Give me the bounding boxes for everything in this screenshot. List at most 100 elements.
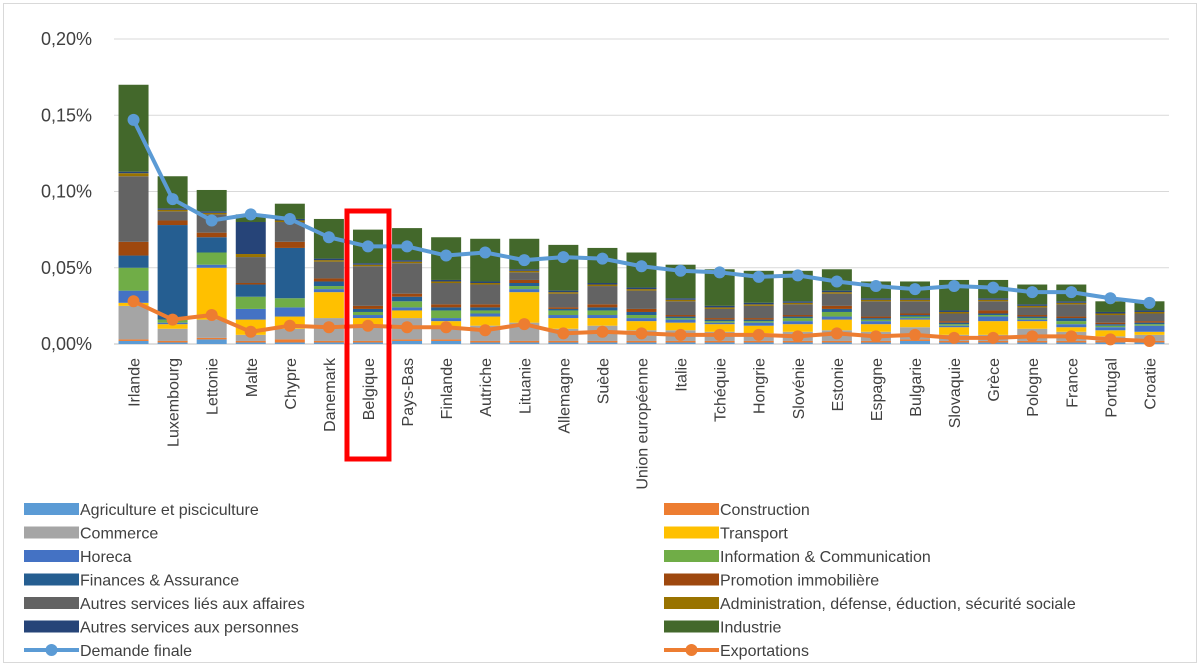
x-tick-label: Pologne bbox=[1025, 358, 1042, 417]
bar-segment bbox=[470, 316, 501, 326]
bar-segment bbox=[157, 208, 188, 210]
bar-segment bbox=[392, 340, 423, 344]
legend-swatch bbox=[664, 550, 719, 562]
bar-segment bbox=[352, 263, 383, 265]
series-point bbox=[479, 246, 492, 259]
x-tick-label: Irlande bbox=[127, 358, 144, 407]
bar-segment bbox=[1095, 330, 1126, 337]
bar-segment bbox=[274, 307, 305, 317]
bar-segment bbox=[587, 286, 618, 305]
bar-segment bbox=[118, 305, 149, 340]
bar-segment bbox=[626, 315, 657, 319]
bar-segment bbox=[743, 302, 774, 305]
bar-segment bbox=[196, 237, 227, 253]
bar-segment bbox=[313, 258, 344, 261]
bar-segment bbox=[978, 299, 1009, 302]
bar-segment bbox=[157, 340, 188, 343]
bar-segment bbox=[978, 298, 1009, 300]
series-point bbox=[440, 249, 453, 262]
bar-segment bbox=[470, 284, 501, 305]
bar-segment bbox=[821, 292, 852, 294]
chart-frame: 0,00% 0,05% 0,10% 0,15% 0,20% Irlande Luxembou… bbox=[3, 3, 1197, 663]
series-point bbox=[909, 283, 922, 296]
x-tick-label: Slovénie bbox=[791, 358, 808, 419]
bar-segment bbox=[392, 263, 423, 294]
bar-segment bbox=[900, 318, 931, 320]
legend-label: Industrie bbox=[720, 620, 781, 637]
bar-segment bbox=[665, 322, 696, 331]
bar-segment bbox=[1134, 325, 1165, 332]
x-tick-label: Luxembourg bbox=[166, 358, 183, 447]
bar-segment bbox=[352, 266, 383, 306]
bar-segment bbox=[118, 339, 149, 341]
x-tick-label: Danemark bbox=[322, 357, 339, 432]
bar-segment bbox=[392, 307, 423, 311]
bar-segment bbox=[313, 286, 344, 290]
series-point bbox=[713, 266, 726, 279]
bar-segment bbox=[939, 324, 970, 326]
bar-segment bbox=[392, 293, 423, 297]
x-tick-label: Estonie bbox=[830, 358, 847, 411]
bar-segment bbox=[1134, 311, 1165, 314]
bar-segment bbox=[1134, 322, 1165, 325]
x-tick-label: Belgique bbox=[361, 358, 378, 420]
x-tick-label: Lituanie bbox=[517, 358, 534, 414]
bar-segment bbox=[470, 313, 501, 317]
x-tick-label: Grèce bbox=[986, 358, 1003, 402]
legend-label: Finances & Assurance bbox=[80, 573, 239, 590]
bar-segment bbox=[235, 254, 266, 258]
bar-segment bbox=[313, 340, 344, 343]
series-point bbox=[1104, 333, 1117, 346]
series-point bbox=[440, 321, 453, 334]
series-point bbox=[283, 212, 296, 225]
bar-segment bbox=[313, 260, 344, 262]
bar-segment bbox=[235, 257, 266, 283]
bar-segment bbox=[978, 316, 1009, 322]
bar-segment bbox=[939, 310, 970, 312]
bar-segment bbox=[548, 308, 579, 311]
bar-segment bbox=[548, 293, 579, 308]
legend-swatch bbox=[24, 597, 79, 609]
bar-segment bbox=[1017, 319, 1048, 322]
bar-segment bbox=[313, 292, 344, 319]
bar-segment bbox=[274, 203, 305, 219]
bar-segment bbox=[1095, 313, 1126, 316]
bar-segment bbox=[743, 319, 774, 322]
legend-label: Commerce bbox=[80, 526, 158, 543]
x-tick-label: Malte bbox=[244, 358, 261, 397]
bar-segment bbox=[196, 232, 227, 238]
bar-segment bbox=[313, 261, 344, 279]
bar-segment bbox=[782, 315, 813, 317]
bar-segment bbox=[939, 325, 970, 328]
bar-segment bbox=[939, 313, 970, 322]
bar-segment bbox=[900, 340, 931, 344]
bar-segment bbox=[1056, 304, 1087, 317]
bar-segment bbox=[470, 342, 501, 344]
bar-segment bbox=[431, 310, 462, 319]
series-point bbox=[1143, 334, 1156, 347]
legend-swatch bbox=[24, 573, 79, 586]
bar-segment bbox=[665, 315, 696, 317]
bar-segment bbox=[1095, 322, 1126, 325]
x-tick-label: Portugal bbox=[1103, 358, 1120, 418]
series-point bbox=[635, 327, 648, 340]
bar-segment bbox=[431, 339, 462, 341]
bar-segment bbox=[274, 247, 305, 299]
bar-segment bbox=[900, 313, 931, 316]
bar-segment bbox=[704, 340, 735, 343]
series-point bbox=[479, 324, 492, 337]
bar-segment bbox=[118, 267, 149, 291]
bar-segment bbox=[978, 301, 1009, 311]
bar-segment bbox=[431, 340, 462, 344]
bar-segment bbox=[196, 211, 227, 213]
bar-segment bbox=[196, 189, 227, 212]
series-point bbox=[401, 321, 414, 334]
legend-swatch bbox=[24, 620, 79, 633]
bar-segment bbox=[235, 283, 266, 285]
series-point bbox=[322, 321, 335, 334]
legend-swatch bbox=[24, 526, 79, 539]
bar-segment bbox=[1134, 324, 1165, 326]
bar-segment bbox=[587, 340, 618, 343]
series-point bbox=[518, 254, 531, 267]
series-point bbox=[1065, 330, 1078, 343]
